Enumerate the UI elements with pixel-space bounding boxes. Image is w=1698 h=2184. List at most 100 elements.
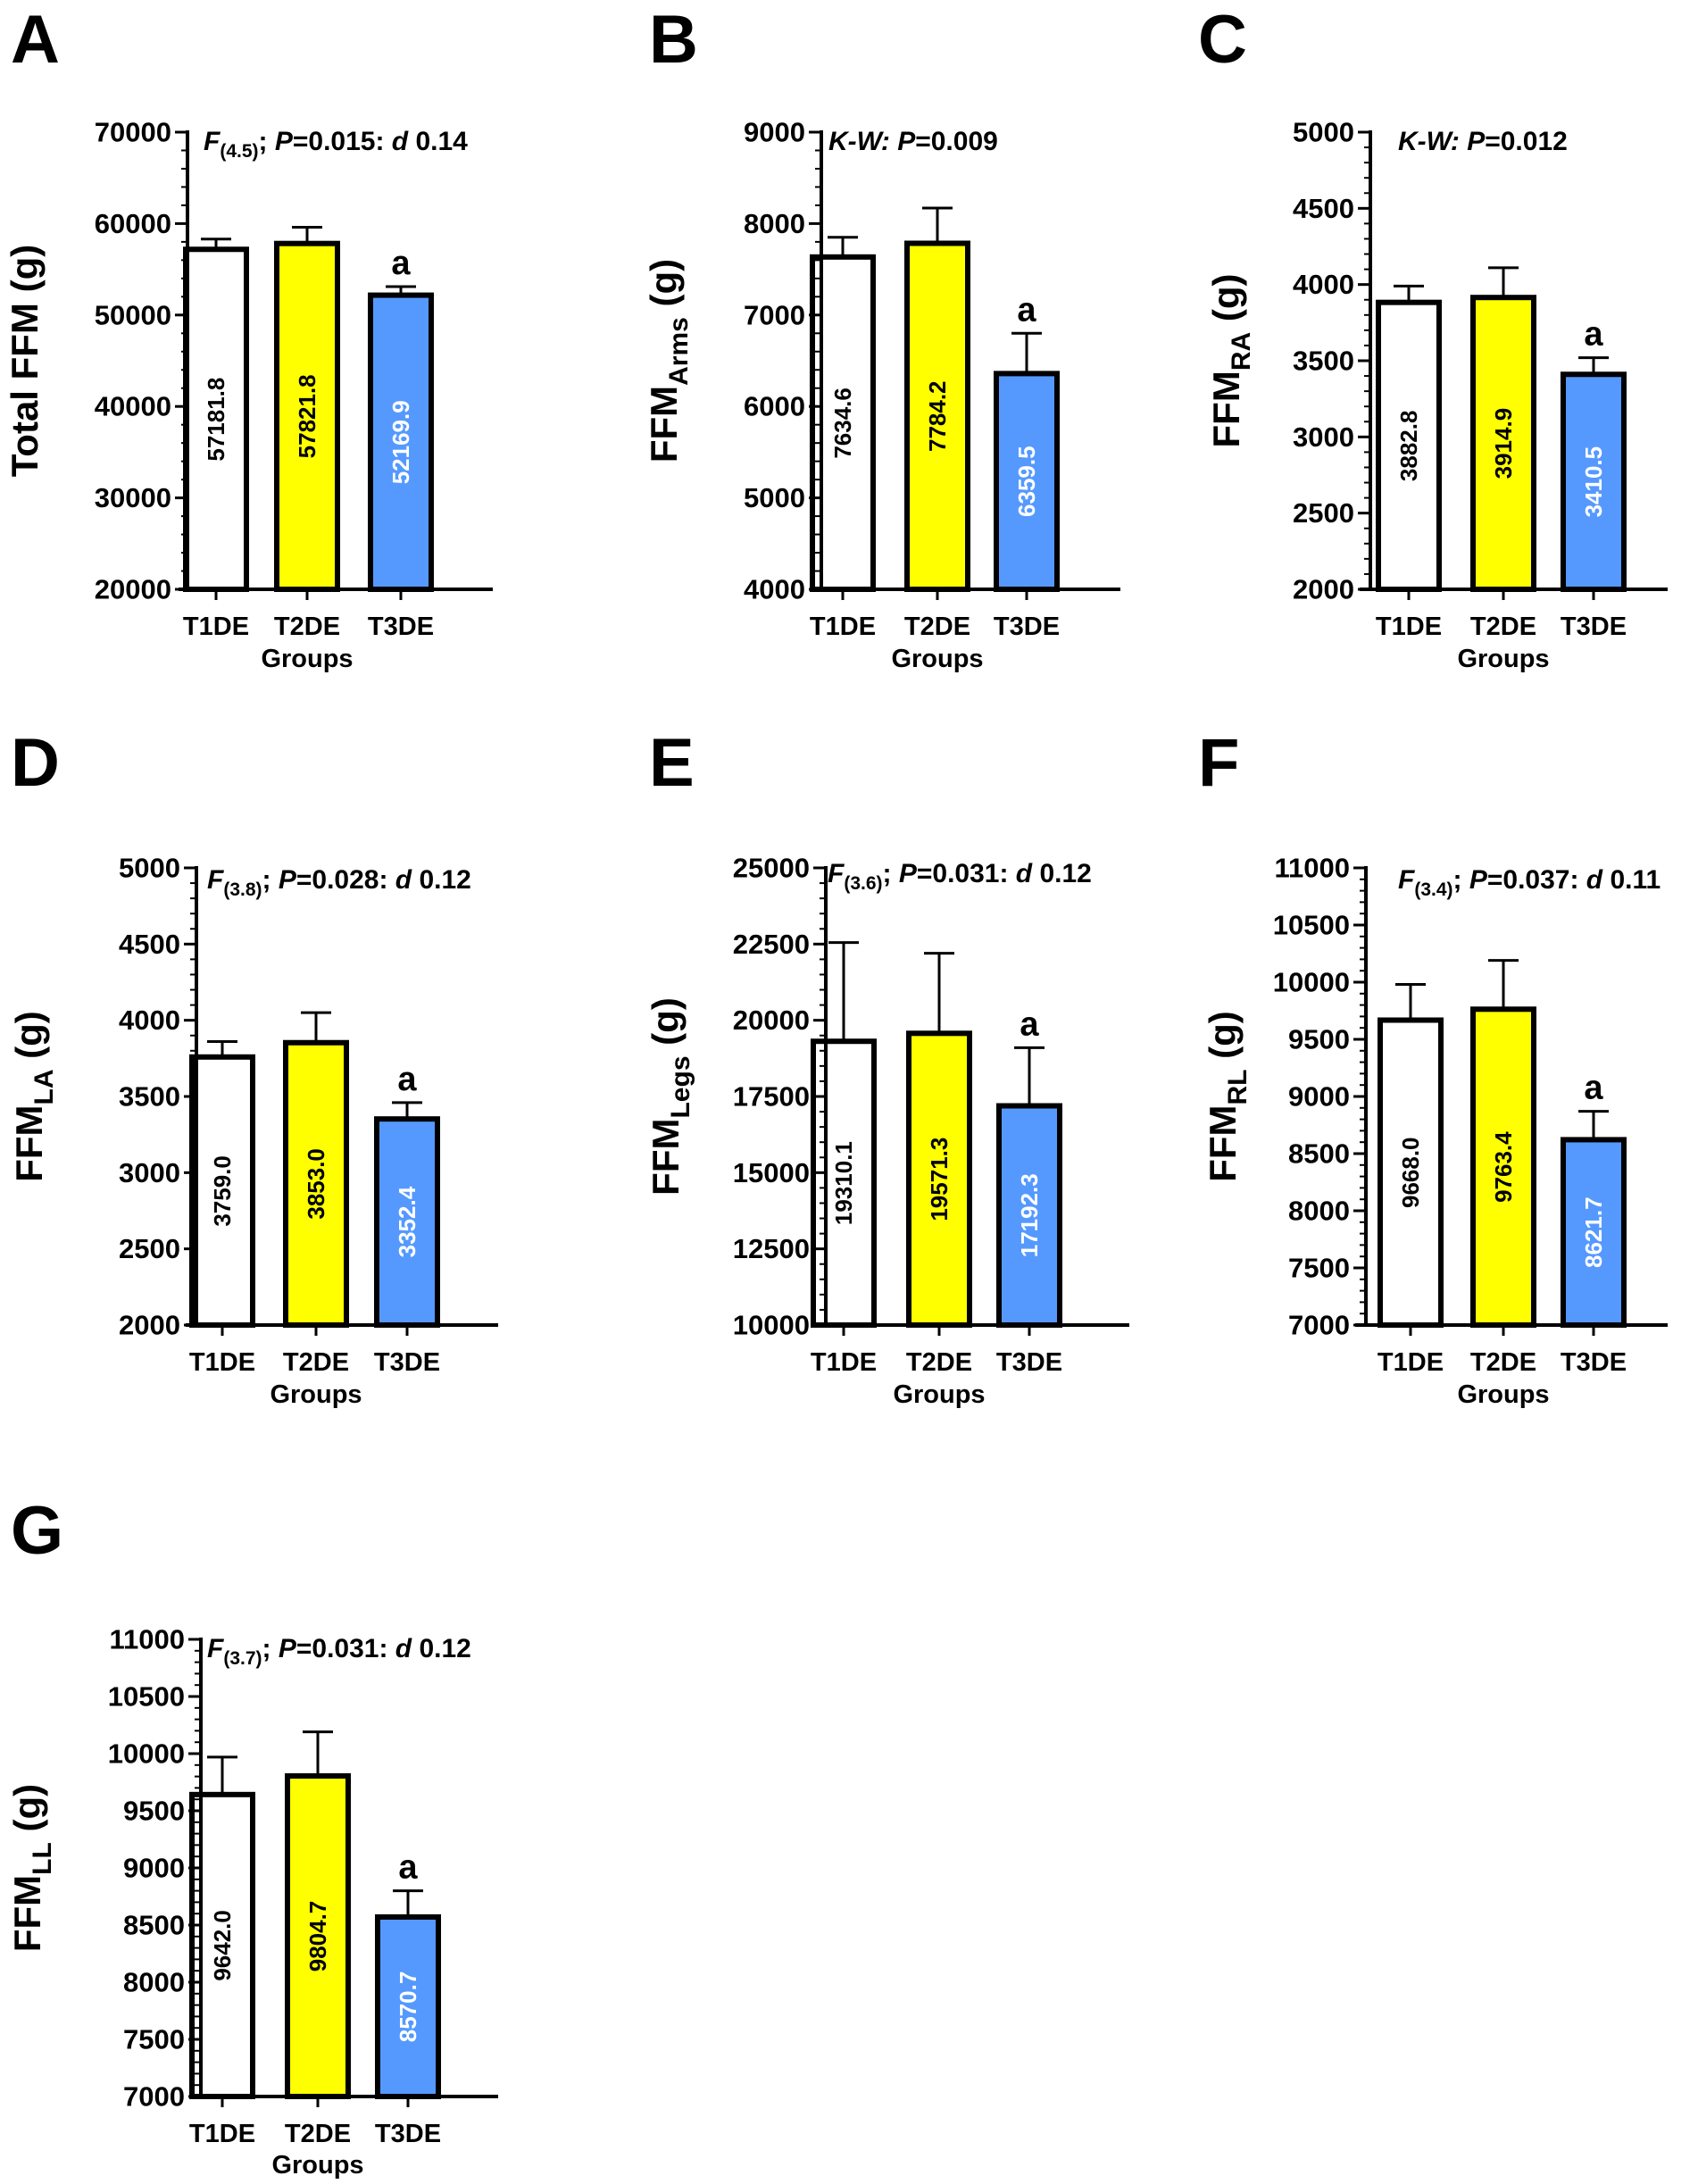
stat-p-value: P=0.015	[275, 127, 376, 156]
stat-p-value: P=0.031	[279, 1634, 379, 1663]
y-tick-label: 10000	[108, 1738, 185, 1770]
y-tick-label: 15000	[733, 1157, 810, 1188]
y-tick-label: 9000	[744, 117, 805, 148]
panel-letter-b: B	[649, 2, 698, 78]
bar-value-label: 19310.1	[830, 1141, 857, 1225]
bar-t2de	[906, 1030, 972, 1329]
x-axis-title: Groups	[891, 645, 983, 673]
y-tick-label: 2500	[119, 1233, 180, 1264]
x-tick-label-t3de: T3DE	[375, 2120, 441, 2148]
y-tick-label: 4500	[119, 929, 180, 960]
x-tick-label-t3de: T3DE	[374, 1348, 440, 1377]
y-tick-label: 9000	[123, 1853, 185, 1884]
x-tick-label-t1de: T1DE	[189, 2120, 255, 2148]
y-axis-title-subscript: Legs	[666, 1055, 695, 1118]
stat-effect-value: 0.14	[415, 127, 468, 156]
bar-value-label: 8570.7	[395, 1971, 421, 2043]
x-tick-label-t2de: T2DE	[1470, 1348, 1536, 1377]
y-axis-title: FFMLA (g)	[8, 1011, 59, 1182]
stat-df: (3.6)	[844, 873, 882, 894]
y-tick-label: 60000	[95, 208, 171, 239]
y-tick-label: 4000	[744, 574, 805, 605]
bar-value-label: 57181.8	[203, 378, 229, 462]
y-tick-label: 3000	[119, 1157, 180, 1188]
y-tick-label: 9500	[1288, 1024, 1350, 1055]
y-axis-title-main: FFM	[6, 1875, 48, 1952]
stat-p-value: P=0.031	[899, 859, 1000, 888]
y-tick-label: 10500	[1273, 910, 1350, 941]
stat-effect-value: 0.12	[1039, 859, 1091, 888]
y-tick-label: 5000	[1293, 117, 1354, 148]
bar-value-label: 8621.7	[1580, 1196, 1607, 1268]
significance-mark: a	[1584, 1070, 1603, 1107]
bar-value-label: 3759.0	[209, 1155, 236, 1227]
panel-letter-e: E	[649, 725, 695, 801]
y-tick-label: 50000	[95, 299, 171, 330]
y-tick-label: 2000	[119, 1310, 180, 1341]
significance-mark: a	[391, 245, 411, 282]
stat-effect-symbol: d	[395, 865, 412, 895]
x-axis-title: Groups	[1457, 645, 1549, 673]
bar-t2de	[904, 240, 970, 592]
y-axis-title-subscript: RL	[1223, 1070, 1253, 1105]
x-tick-label-t2de: T2DE	[906, 1348, 972, 1377]
y-tick-label: 17500	[733, 1081, 810, 1113]
y-tick-label: 7000	[1288, 1310, 1350, 1341]
bar-value-label: 3352.4	[394, 1186, 420, 1257]
bar-value-label: 52169.9	[387, 400, 414, 484]
y-tick-label: 10000	[733, 1310, 810, 1341]
y-tick-label: 8000	[1288, 1196, 1350, 1227]
x-tick-label-t3de: T3DE	[994, 613, 1060, 641]
x-tick-label-t1de: T1DE	[810, 613, 876, 641]
y-axis-title-main: FFM	[8, 1105, 50, 1182]
stat-p-value: P=0.012	[1467, 127, 1568, 156]
stat-annotation: K-W: P=0.009	[828, 127, 998, 156]
bar-value-label: 17192.3	[1016, 1173, 1043, 1257]
y-tick-label: 8000	[123, 1967, 185, 1998]
bar-value-label: 57821.8	[294, 374, 320, 458]
stat-effect-value: 0.12	[419, 865, 470, 895]
x-tick-label-t1de: T1DE	[1378, 1348, 1444, 1377]
x-tick-label-t3de: T3DE	[368, 613, 434, 641]
panel-letter-g: G	[11, 1493, 63, 1569]
x-axis-title: Groups	[261, 645, 353, 673]
y-axis-title: FFMRL (g)	[1202, 1011, 1253, 1182]
bar-value-label: 9668.0	[1397, 1137, 1424, 1208]
stat-test: F	[204, 127, 221, 156]
x-tick-label-t2de: T2DE	[283, 1348, 349, 1377]
y-axis-title-main: Total FFM (g)	[4, 245, 46, 477]
stat-effect-symbol: d	[395, 1634, 412, 1663]
x-tick-label-t1de: T1DE	[183, 613, 249, 641]
panel-letter-c: C	[1198, 2, 1247, 78]
bar-value-label: 19571.3	[926, 1138, 953, 1221]
y-axis-title: FFMArms (g)	[643, 259, 694, 463]
stat-annotation: F(4.5); P=0.015: d 0.14	[204, 127, 468, 162]
y-axis-title-subscript: Arms	[664, 317, 694, 386]
bar-value-label: 3410.5	[1580, 446, 1607, 518]
bar-t1de	[811, 1038, 877, 1328]
x-tick-label-t1de: T1DE	[189, 1348, 255, 1377]
panel-e: E F(3.6); P=0.031: d 0.12 19310.1 19571.3 17…	[645, 725, 1129, 1409]
bar-value-label: 7784.2	[924, 380, 951, 452]
x-axis-title: Groups	[893, 1380, 985, 1409]
stat-p-value: P=0.037	[1469, 865, 1570, 895]
bar-value-label: 9642.0	[209, 1910, 236, 1981]
y-tick-label: 3500	[119, 1081, 180, 1113]
stat-test: K-W:	[1398, 127, 1460, 156]
y-tick-label: 4500	[1293, 193, 1354, 224]
y-tick-label: 9000	[1288, 1081, 1350, 1113]
y-tick-label: 5000	[744, 482, 805, 513]
stat-test: F	[1398, 865, 1415, 895]
panel-a: A F(4.5); P=0.015: d 0.14 57181.8 57821.8 52…	[4, 2, 493, 673]
significance-mark: a	[1017, 291, 1036, 329]
bar-t3de	[996, 1103, 1062, 1328]
bar-value-label: 6359.5	[1013, 446, 1040, 517]
stat-test: F	[828, 859, 845, 888]
x-axis-title: Groups	[271, 2151, 363, 2180]
significance-mark: a	[1584, 316, 1603, 354]
x-axis-title: Groups	[1457, 1380, 1549, 1409]
y-tick-label: 10000	[1273, 967, 1350, 998]
y-tick-label: 7000	[744, 299, 805, 330]
